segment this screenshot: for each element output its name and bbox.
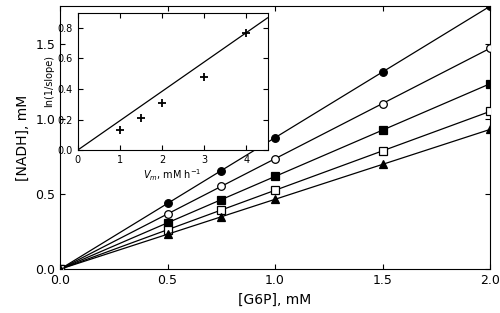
X-axis label: [G6P], mM: [G6P], mM bbox=[238, 293, 312, 307]
Y-axis label: ln(1/slope): ln(1/slope) bbox=[44, 55, 54, 107]
X-axis label: $V_m$, mM h$^{-1}$: $V_m$, mM h$^{-1}$ bbox=[144, 168, 202, 183]
Y-axis label: [NADH], mM: [NADH], mM bbox=[16, 95, 30, 181]
